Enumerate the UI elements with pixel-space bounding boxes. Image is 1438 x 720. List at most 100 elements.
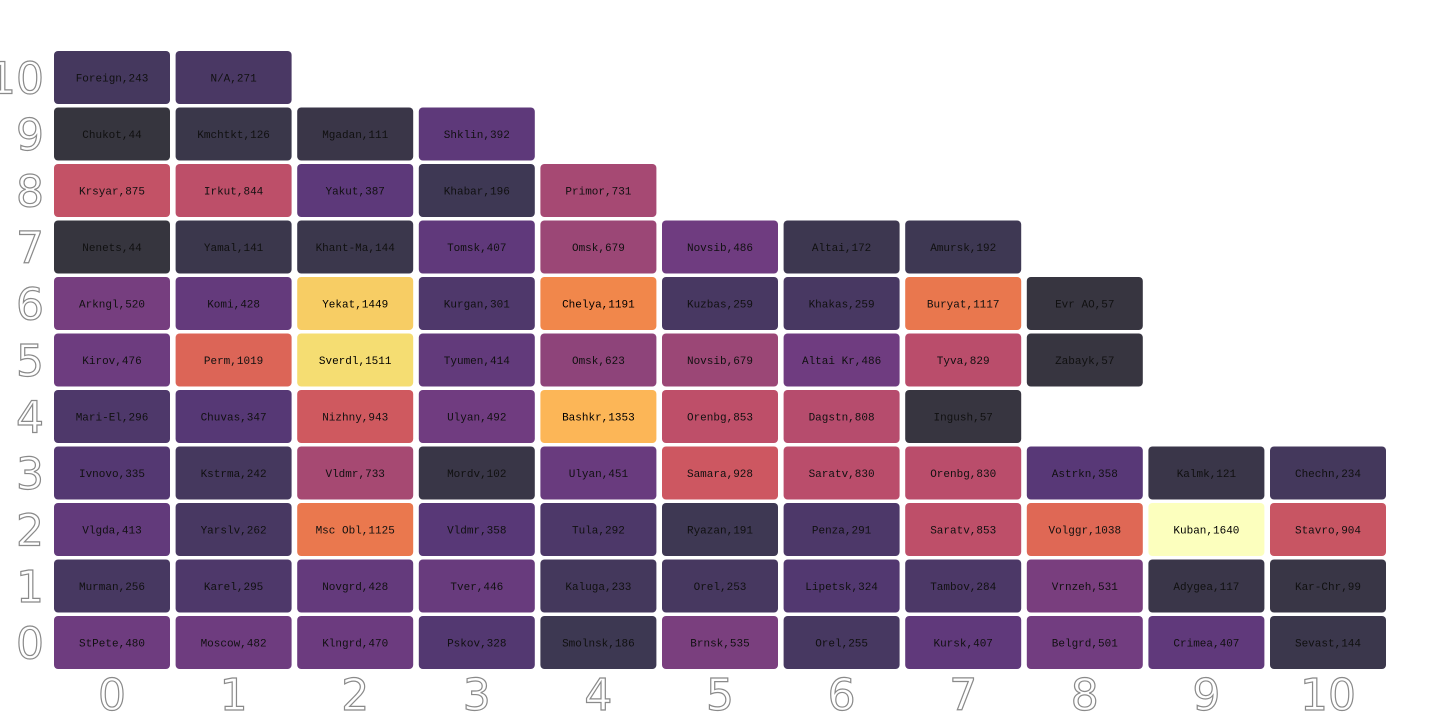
heatmap-cell: Tver,446	[418, 559, 535, 613]
heatmap-cell-rect	[297, 107, 414, 161]
heatmap-cell-rect	[905, 277, 1022, 330]
heatmap-cell-rect	[418, 333, 535, 387]
heatmap-cell: Shklin,392	[418, 107, 535, 161]
heatmap-cell-label: Evr AO,57	[1055, 300, 1114, 312]
heatmap-cell: Pskov,328	[418, 616, 535, 669]
heatmap-cell-label: Mgadan,111	[322, 130, 388, 142]
heatmap-cell-rect	[1026, 277, 1143, 330]
heatmap-cell-rect	[54, 164, 170, 217]
heatmap-cell-rect	[905, 446, 1022, 500]
heatmap-cell: Nizhny,943	[297, 390, 414, 443]
heatmap-cell-label: Yarslv,262	[201, 526, 267, 538]
heatmap-cell-rect	[175, 220, 292, 274]
heatmap-cell-label: Kar-Chr,99	[1295, 582, 1361, 594]
heatmap-cell-rect	[662, 220, 778, 274]
heatmap-cell-label: Vlgda,413	[82, 526, 141, 538]
heatmap-cell-label: Khakas,259	[809, 300, 875, 312]
heatmap-cell-label: Kurgan,301	[444, 300, 510, 312]
heatmap-cell: Ulyan,492	[418, 390, 535, 443]
heatmap-cell-rect	[662, 390, 778, 443]
heatmap-cell-label: Tomsk,407	[447, 243, 506, 255]
heatmap-cell: Smolnsk,186	[540, 616, 657, 669]
heatmap-cells: StPete,480 Moscow,482 Klngrd,470 Pskov,328 S…	[54, 51, 1386, 669]
heatmap-cell-label: Zabayk,57	[1055, 356, 1114, 368]
heatmap-cell: Novsib,679	[662, 333, 778, 387]
heatmap-cell-label: Amursk,192	[930, 243, 996, 255]
heatmap-cell: Chelya,1191	[540, 277, 657, 330]
heatmap-cell-rect	[662, 503, 778, 556]
heatmap-cell-rect	[540, 220, 657, 274]
heatmap-cell-rect	[418, 107, 535, 161]
heatmap-cell-rect	[783, 333, 900, 387]
heatmap-cell-rect	[54, 616, 170, 669]
y-tick-label: 8	[16, 167, 44, 218]
heatmap-cell-label: Arkngl,520	[79, 300, 145, 312]
heatmap-cell-rect	[1270, 503, 1386, 556]
heatmap-cell-label: Komi,428	[207, 300, 260, 312]
heatmap-cell-rect	[905, 333, 1022, 387]
heatmap-cell-label: Vldmr,733	[325, 469, 384, 481]
heatmap-cell: Kar-Chr,99	[1270, 559, 1386, 613]
heatmap-cell-label: Msc Obl,1125	[316, 526, 395, 538]
heatmap-cell-label: Adygea,117	[1173, 582, 1239, 594]
y-axis-ticks: 0 12 34 56 78 910	[0, 53, 45, 670]
heatmap-cell-rect	[783, 559, 900, 613]
heatmap-cell: Khabar,196	[418, 164, 535, 217]
heatmap-cell: Foreign,243	[54, 51, 170, 104]
heatmap-cell-rect	[540, 333, 657, 387]
heatmap-cell-rect	[54, 390, 170, 443]
heatmap-cell-label: Orel,253	[694, 582, 747, 594]
heatmap-cell: Kaluga,233	[540, 559, 657, 613]
heatmap-cell-rect	[54, 446, 170, 500]
heatmap-cell-rect	[905, 390, 1022, 443]
heatmap-cell: Vldmr,358	[418, 503, 535, 556]
heatmap-cell-label: Ulyan,451	[569, 469, 629, 481]
heatmap-cell-label: N/A,271	[210, 74, 257, 86]
heatmap-cell: Yarslv,262	[175, 503, 292, 556]
heatmap-cell-label: Brnsk,535	[690, 639, 749, 651]
heatmap-cell: Mari-El,296	[54, 390, 170, 443]
heatmap-cell: Novgrd,428	[297, 559, 414, 613]
heatmap-cell: Dagstn,808	[783, 390, 900, 443]
heatmap-cell: Vldmr,733	[297, 446, 414, 500]
heatmap-cell-rect	[175, 51, 292, 104]
heatmap-cell-label: Yekat,1449	[322, 300, 388, 312]
heatmap-cell: Amursk,192	[905, 220, 1022, 274]
heatmap-cell-rect	[783, 220, 900, 274]
heatmap-cell: Chechn,234	[1270, 446, 1386, 500]
heatmap-cell-label: Ingush,57	[933, 413, 992, 425]
heatmap-cell: Klngrd,470	[297, 616, 414, 669]
heatmap-cell: N/A,271	[175, 51, 292, 104]
heatmap-cell-rect	[175, 164, 292, 217]
heatmap-cell-label: Primor,731	[565, 187, 631, 199]
heatmap-cell-rect	[297, 164, 414, 217]
heatmap-cell-label: Tver,446	[450, 582, 503, 594]
heatmap-cell-rect	[905, 220, 1022, 274]
heatmap-cell-rect	[175, 333, 292, 387]
heatmap-cell-label: Yamal,141	[204, 243, 264, 255]
heatmap-cell: Khant-Ma,144	[297, 220, 414, 274]
heatmap-cell-rect	[783, 503, 900, 556]
heatmap-cell-rect	[662, 333, 778, 387]
heatmap-cell-rect	[175, 390, 292, 443]
heatmap-cell-label: Kuzbas,259	[687, 300, 753, 312]
heatmap-cell: Kurgan,301	[418, 277, 535, 330]
heatmap-cell: Tomsk,407	[418, 220, 535, 274]
heatmap-cell-label: Tula,292	[572, 526, 625, 538]
heatmap-cell-label: Nenets,44	[82, 243, 142, 255]
heatmap-cell-rect	[1148, 446, 1265, 500]
heatmap-cell-label: Kaluga,233	[565, 582, 631, 594]
heatmap-cell-label: Moscow,482	[201, 639, 267, 651]
heatmap-cell-rect	[905, 503, 1022, 556]
heatmap-cell: Perm,1019	[175, 333, 292, 387]
heatmap-cell-rect	[540, 390, 657, 443]
heatmap-cell-rect	[175, 107, 292, 161]
heatmap-cell: Altai,172	[783, 220, 900, 274]
heatmap-cell-label: Orenbg,830	[930, 469, 996, 481]
heatmap-cell-rect	[1148, 503, 1265, 556]
heatmap-cell: Irkut,844	[175, 164, 292, 217]
heatmap-cell-label: Smolnsk,186	[562, 639, 635, 651]
heatmap-cell: Yekat,1449	[297, 277, 414, 330]
heatmap-cell-label: Kstrma,242	[201, 469, 267, 481]
heatmap-cell-label: Mordv,102	[447, 469, 506, 481]
